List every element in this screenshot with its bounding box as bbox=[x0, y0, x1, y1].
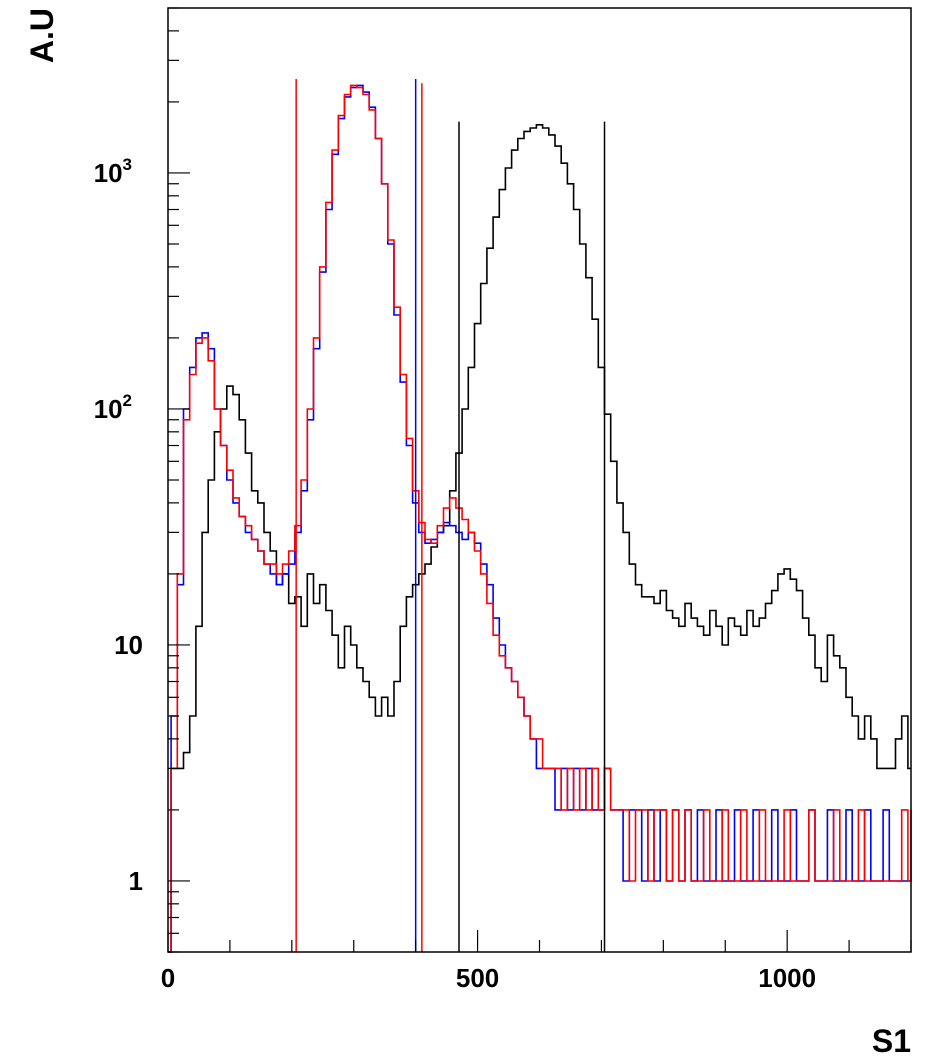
series-layer bbox=[168, 84, 912, 953]
cut-lines bbox=[295, 79, 606, 952]
y-axis-title: A.U bbox=[24, 8, 60, 63]
axis-ticks bbox=[167, 7, 912, 953]
x-tick-label: 0 bbox=[161, 963, 175, 993]
x-axis-title: S1 bbox=[872, 1023, 911, 1059]
y-tick-label: 102 bbox=[94, 391, 132, 424]
y-tick-label: 10 bbox=[114, 630, 143, 660]
y-tick-label: 1 bbox=[129, 866, 143, 896]
series-1-histogram bbox=[168, 124, 911, 953]
plot-frame bbox=[167, 7, 912, 953]
series-3-histogram bbox=[168, 84, 912, 953]
x-tick-label: 500 bbox=[456, 963, 499, 993]
series-2-histogram bbox=[168, 84, 911, 953]
x-tick-label: 1000 bbox=[758, 963, 816, 993]
tick-labels: 0 500 1000 1 10 102 103 bbox=[94, 155, 816, 993]
y-tick-label: 103 bbox=[94, 155, 132, 188]
